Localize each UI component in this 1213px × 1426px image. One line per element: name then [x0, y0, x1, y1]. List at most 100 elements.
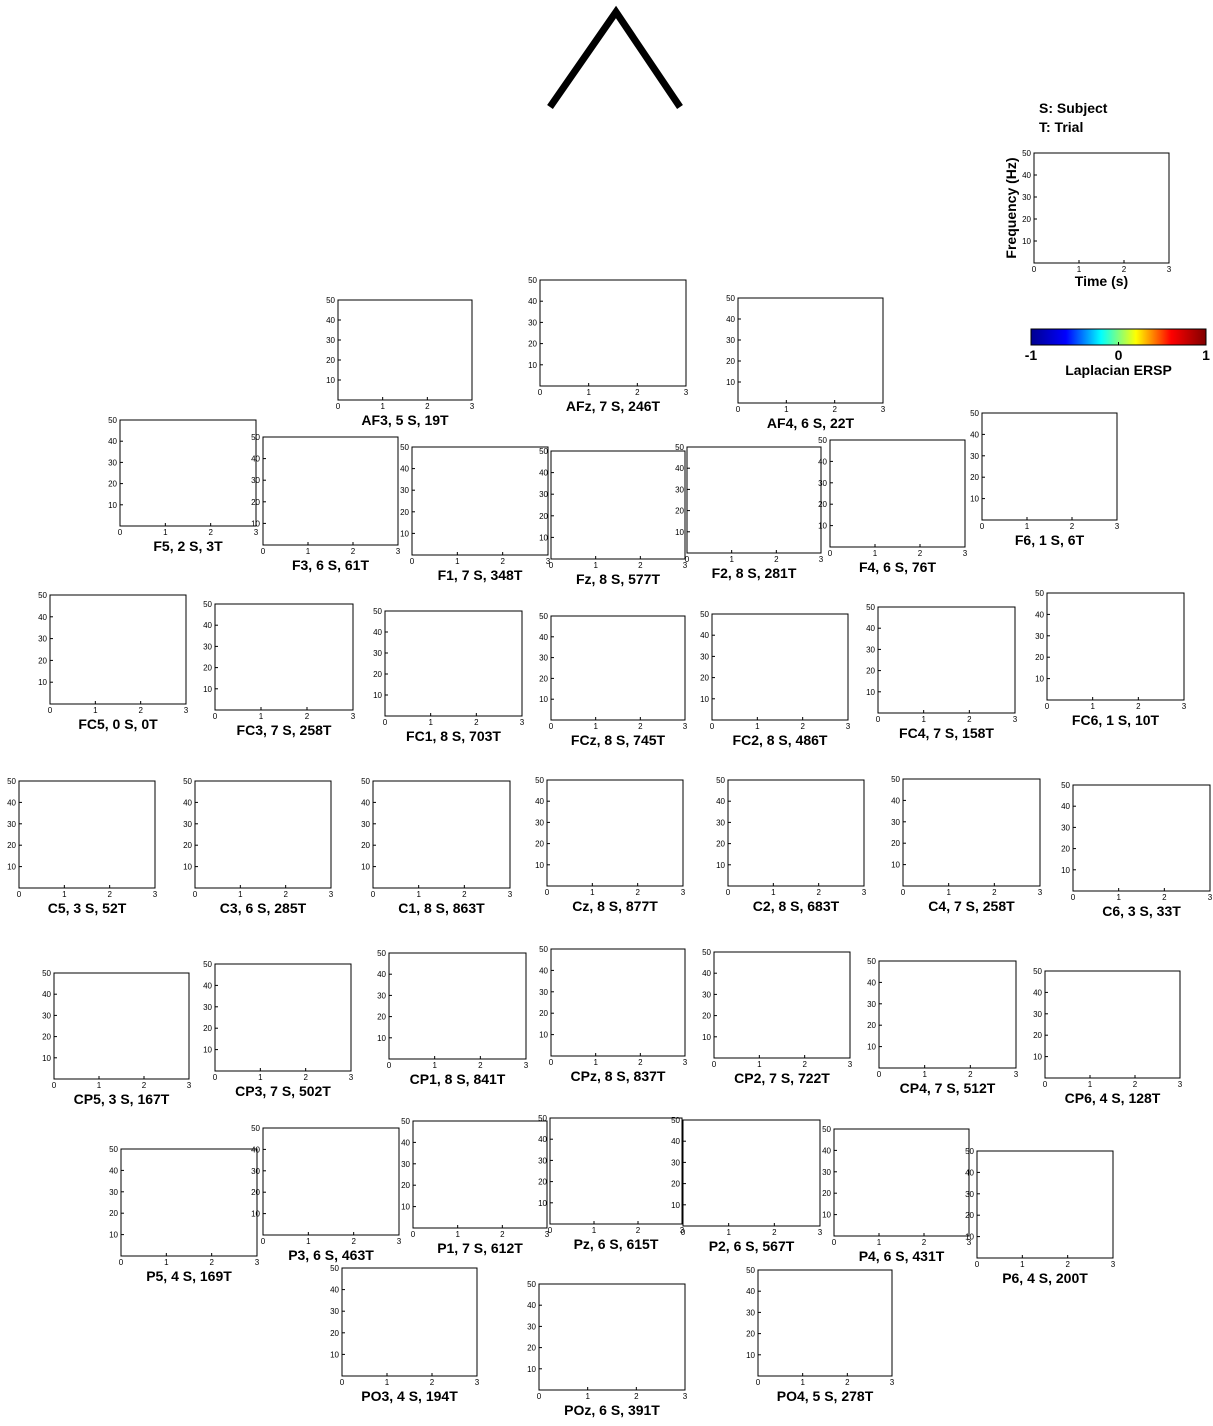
- panel: 01231020304050CPz, 8 S, 837T: [539, 945, 688, 1084]
- y-tick-label: 20: [203, 1024, 212, 1033]
- x-tick-label: 3: [470, 402, 475, 411]
- x-tick-label: 1: [771, 888, 776, 897]
- x-tick-label: 3: [520, 718, 525, 727]
- y-tick-label: 50: [251, 433, 260, 442]
- y-tick-label: 10: [361, 863, 370, 872]
- x-tick-label: 1: [729, 555, 734, 564]
- y-tick-label: 50: [818, 436, 827, 445]
- x-tick-label: 0: [832, 1238, 837, 1247]
- y-tick-label: 30: [539, 988, 548, 997]
- plot-area: [385, 611, 522, 716]
- y-tick-label: 10: [527, 1365, 536, 1374]
- x-tick-label: 1: [1202, 347, 1210, 363]
- y-tick-label: 50: [538, 1114, 547, 1123]
- y-tick-label: 20: [361, 841, 370, 850]
- y-tick-label: 20: [746, 1330, 755, 1339]
- y-tick-label: 30: [965, 1190, 974, 1199]
- y-tick-label: 40: [401, 1138, 410, 1147]
- panel-title: P5, 4 S, 169T: [146, 1268, 232, 1284]
- plot-area: [683, 1120, 820, 1226]
- plot-area: [547, 780, 683, 886]
- y-tick-label: 10: [891, 861, 900, 870]
- x-tick-label: 3: [881, 405, 886, 414]
- x-tick-label: 0: [17, 890, 22, 899]
- y-tick-label: 30: [203, 642, 212, 651]
- x-tick-label: 3: [681, 888, 686, 897]
- y-tick-label: 50: [866, 603, 875, 612]
- y-tick-label: 30: [671, 1158, 680, 1167]
- y-axis-label: Frequency (Hz): [1003, 157, 1019, 258]
- panel-title: CP4, 7 S, 512T: [900, 1080, 996, 1096]
- x-tick-label: 1: [97, 1081, 102, 1090]
- x-tick-label: 1: [593, 1058, 598, 1067]
- y-tick-label: 50: [528, 276, 537, 285]
- y-tick-label: 10: [965, 1233, 974, 1242]
- x-tick-label: 0: [193, 890, 198, 899]
- y-tick-label: 10: [539, 1031, 548, 1040]
- panel-title: F3, 6 S, 61T: [292, 557, 369, 573]
- x-tick-label: 0: [685, 555, 690, 564]
- y-tick-label: 20: [401, 1181, 410, 1190]
- plot-area: [54, 973, 189, 1079]
- y-tick-label: 40: [965, 1168, 974, 1177]
- x-tick-label: 2: [425, 402, 430, 411]
- x-tick-label: 3: [351, 712, 356, 721]
- y-tick-label: 40: [822, 1146, 831, 1155]
- plot-area: [1045, 971, 1180, 1078]
- y-tick-label: 10: [675, 528, 684, 537]
- y-tick-label: 20: [527, 1344, 536, 1353]
- panel: 01231020304050C2, 8 S, 683T: [716, 776, 867, 914]
- y-tick-label: 20: [539, 674, 548, 683]
- x-tick-label: 0: [736, 405, 741, 414]
- panel-title: C3, 6 S, 285T: [220, 900, 307, 916]
- x-tick-label: 1: [259, 712, 264, 721]
- panel: 01231020304050P5, 4 S, 169T: [109, 1145, 260, 1284]
- x-tick-label: 0: [336, 402, 341, 411]
- panel-title: F6, 1 S, 6T: [1015, 532, 1085, 548]
- x-tick-label: 3: [818, 1228, 823, 1237]
- y-tick-label: 40: [377, 970, 386, 979]
- colorbar: -101Laplacian ERSP: [1025, 329, 1210, 378]
- x-tick-label: 1: [306, 1237, 311, 1246]
- y-tick-label: 30: [1022, 193, 1031, 202]
- y-tick-label: 30: [326, 336, 335, 345]
- x-tick-label: 1: [62, 890, 67, 899]
- x-tick-label: 2: [800, 722, 805, 731]
- panel-title: FC4, 7 S, 158T: [899, 725, 994, 741]
- plot-area: [551, 451, 685, 559]
- x-tick-label: 1: [163, 528, 168, 537]
- y-tick-label: 30: [538, 1156, 547, 1165]
- x-tick-label: 3: [184, 706, 189, 715]
- x-tick-label: 0: [371, 890, 376, 899]
- panel-title: P4, 6 S, 431T: [859, 1248, 945, 1264]
- x-tick-label: 1: [757, 1060, 762, 1069]
- y-tick-label: 20: [251, 1188, 260, 1197]
- x-tick-label: 0: [545, 888, 550, 897]
- x-tick-label: 3: [524, 1061, 529, 1070]
- panel-title: FC6, 1 S, 10T: [1072, 712, 1160, 728]
- y-tick-label: 10: [716, 861, 725, 870]
- y-tick-label: 50: [539, 945, 548, 954]
- panel: 01231020304050F4, 6 S, 76T: [818, 436, 968, 575]
- y-tick-label: 40: [539, 633, 548, 642]
- y-tick-label: 30: [401, 1160, 410, 1169]
- y-tick-label: 50: [183, 777, 192, 786]
- y-tick-label: 10: [38, 678, 47, 687]
- y-tick-label: 10: [702, 1033, 711, 1042]
- y-tick-label: 40: [1035, 610, 1044, 619]
- y-tick-label: 30: [373, 649, 382, 658]
- y-tick-label: 20: [108, 480, 117, 489]
- x-tick-label: 2: [922, 1238, 927, 1247]
- panel-title: Cz, 8 S, 877T: [572, 898, 658, 914]
- x-tick-label: 2: [832, 405, 837, 414]
- x-tick-label: 2: [845, 1378, 850, 1387]
- y-tick-label: 10: [746, 1351, 755, 1360]
- y-tick-label: 10: [822, 1211, 831, 1220]
- y-tick-label: 40: [675, 464, 684, 473]
- x-tick-label: 2: [1070, 522, 1075, 531]
- y-tick-label: 30: [42, 1011, 51, 1020]
